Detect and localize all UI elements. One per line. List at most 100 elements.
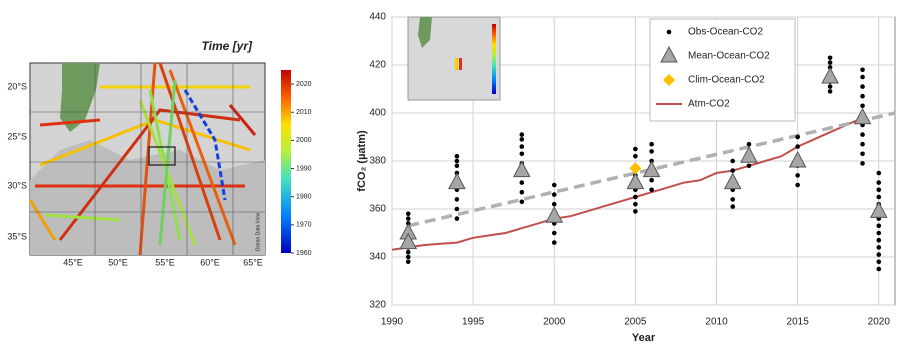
point xyxy=(520,190,525,195)
x-tick-label: 1990 xyxy=(381,317,404,328)
point xyxy=(876,171,881,176)
colorbar xyxy=(281,70,291,253)
legend: Obs-Ocean-CO2 Mean-Ocean-CO2 Clim-Ocean-CO… xyxy=(650,19,795,121)
lat-label: 25°S xyxy=(7,131,27,141)
point xyxy=(552,192,557,197)
point xyxy=(860,142,865,147)
legend-swatch xyxy=(667,30,672,35)
point xyxy=(828,56,833,61)
point xyxy=(876,224,881,229)
point xyxy=(860,68,865,73)
inset-track xyxy=(459,58,462,70)
point xyxy=(633,202,638,207)
legend-label: Mean-Ocean-CO2 xyxy=(688,51,770,62)
x-tick-label: 2010 xyxy=(705,317,728,328)
point xyxy=(876,252,881,257)
point xyxy=(860,84,865,89)
point xyxy=(876,188,881,193)
point xyxy=(455,164,460,169)
lon-label: 55°E xyxy=(155,257,175,267)
y-tick-label: 360 xyxy=(369,204,386,215)
point xyxy=(649,178,654,183)
point xyxy=(876,267,881,272)
point xyxy=(552,240,557,245)
colorbar-tick-label: 2010 xyxy=(296,109,312,116)
y-tick-label: 320 xyxy=(369,300,386,311)
point xyxy=(455,159,460,164)
colorbar-tick-label: 1980 xyxy=(296,194,312,201)
point xyxy=(795,173,800,178)
lon-label: 50°E xyxy=(108,257,128,267)
point xyxy=(876,231,881,236)
credit: Ocean Data View xyxy=(255,212,261,251)
colorbar-tick-label: 2000 xyxy=(296,137,312,144)
legend-label: Atm-CO2 xyxy=(688,99,730,110)
point xyxy=(860,132,865,137)
point xyxy=(649,149,654,154)
point xyxy=(633,195,638,200)
point xyxy=(520,144,525,149)
point xyxy=(795,135,800,140)
point xyxy=(520,152,525,157)
colorbar-tick-label: 2020 xyxy=(296,81,312,88)
point xyxy=(795,144,800,149)
point xyxy=(406,216,411,221)
point xyxy=(455,216,460,221)
point xyxy=(876,260,881,265)
point xyxy=(455,207,460,212)
x-tick-label: 2000 xyxy=(543,317,566,328)
point xyxy=(747,164,752,169)
page: Time [yr] Ocean Data View 20°S 25°S 30°S 35… xyxy=(0,0,898,345)
point xyxy=(860,75,865,80)
y-tick-label: 420 xyxy=(369,60,386,71)
point xyxy=(649,188,654,193)
lat-label: 35°S xyxy=(7,231,27,241)
point xyxy=(552,231,557,236)
y-axis-label: fCO₂ (µatm) xyxy=(356,130,368,192)
colorbar-tick-label: 1970 xyxy=(296,222,312,229)
point xyxy=(828,84,833,89)
point xyxy=(828,60,833,65)
figure: Time [yr] Ocean Data View 20°S 25°S 30°S 35… xyxy=(0,0,898,345)
point xyxy=(876,180,881,185)
x-axis-label: Year xyxy=(632,332,656,344)
point xyxy=(828,89,833,94)
point xyxy=(455,197,460,202)
inset-map xyxy=(408,17,500,100)
inset-track xyxy=(455,58,458,70)
point xyxy=(406,250,411,255)
point xyxy=(455,154,460,159)
y-tick-label: 440 xyxy=(369,12,386,23)
x-tick-label: 2020 xyxy=(868,317,891,328)
point xyxy=(876,245,881,250)
lat-label: 20°S xyxy=(7,81,27,91)
point xyxy=(860,152,865,157)
point xyxy=(860,104,865,109)
point xyxy=(730,197,735,202)
point xyxy=(876,195,881,200)
point xyxy=(520,137,525,142)
lat-label: 30°S xyxy=(7,180,27,190)
point xyxy=(406,260,411,265)
lon-label: 65°E xyxy=(243,257,263,267)
point xyxy=(860,161,865,166)
point xyxy=(649,142,654,147)
point xyxy=(406,212,411,217)
y-tick-label: 340 xyxy=(369,252,386,263)
point xyxy=(552,202,557,207)
point xyxy=(747,142,752,147)
y-tick-label: 380 xyxy=(369,156,386,167)
point xyxy=(520,132,525,137)
point xyxy=(876,238,881,243)
point xyxy=(633,154,638,159)
point xyxy=(795,183,800,188)
point xyxy=(520,200,525,205)
legend-label: Obs-Ocean-CO2 xyxy=(688,27,763,38)
colorbar-tick-label: 1960 xyxy=(296,250,312,257)
point xyxy=(730,159,735,164)
colorbar-title: Time [yr] xyxy=(202,39,253,53)
map-panel: Time [yr] Ocean Data View xyxy=(30,39,291,255)
point xyxy=(633,147,638,152)
point xyxy=(633,209,638,214)
legend-label: Clim-Ocean-CO2 xyxy=(688,75,765,86)
